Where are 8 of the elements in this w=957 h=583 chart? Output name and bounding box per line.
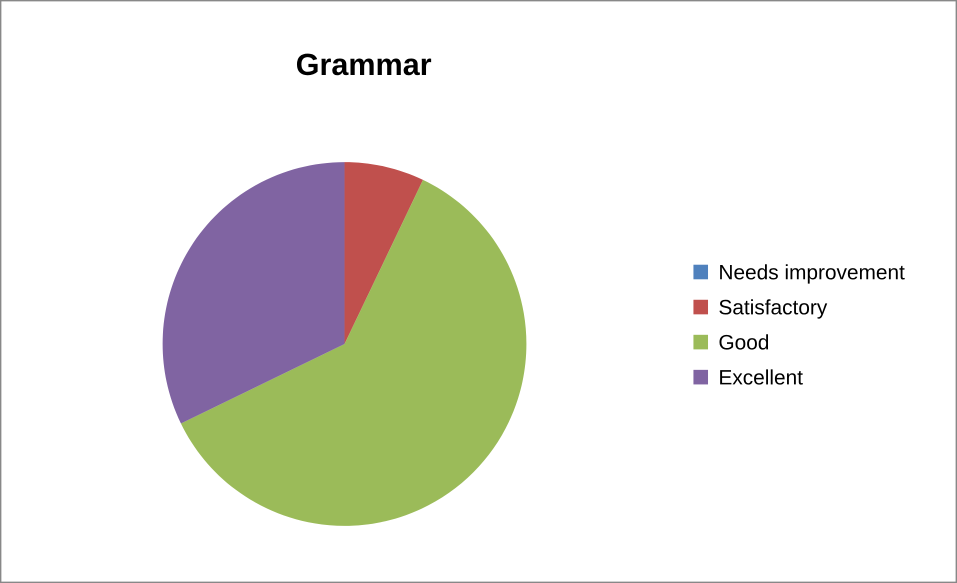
legend-label: Needs improvement: [720, 264, 905, 284]
pie-slice: [180, 180, 526, 526]
pie-slice: [344, 162, 423, 344]
chart-title: Grammar: [296, 54, 432, 76]
legend-label: Good: [719, 334, 768, 350]
pie-slice: [162, 162, 345, 424]
legend-label: Satisfactory: [719, 299, 828, 319]
legend-label: Excellent: [720, 369, 803, 385]
